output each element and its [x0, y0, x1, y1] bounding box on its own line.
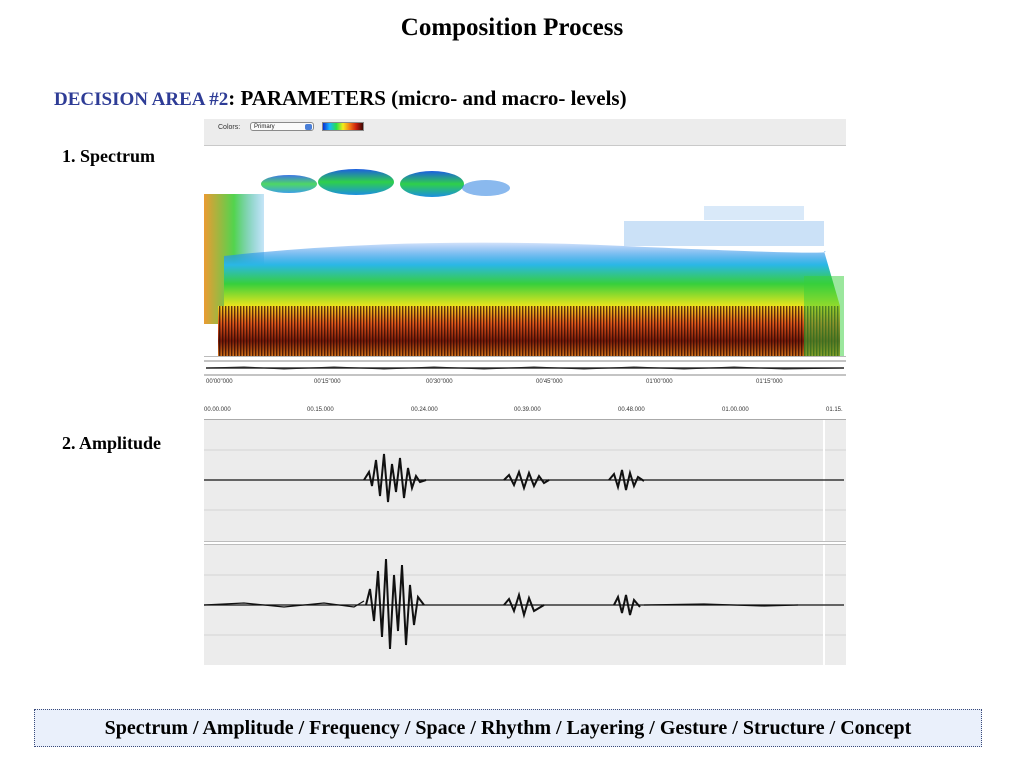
channel-divider — [204, 541, 846, 545]
spectrogram-image — [204, 146, 846, 356]
spectrogram-time-axis: 00'00"000 00'15"000 00'30"000 00'45"000 … — [204, 378, 846, 389]
ruler-tick: 00.15.000 — [307, 407, 334, 413]
amplitude-label: 2. Amplitude — [62, 433, 162, 453]
time-tick: 00'00"000 — [206, 379, 233, 385]
colors-select[interactable]: Primary — [250, 122, 314, 131]
ruler-tick: 00.00.000 — [204, 407, 231, 413]
ruler-tick: 01.15. — [826, 407, 843, 413]
decision-area-topic: : PARAMETERS (micro- and macro- levels) — [228, 86, 627, 110]
time-tick: 01'00"000 — [646, 379, 673, 385]
waveform-channel-1[interactable] — [204, 420, 846, 541]
time-tick: 00'15"000 — [314, 379, 341, 385]
color-gradient-swatch[interactable] — [322, 122, 364, 131]
overview-waveform[interactable] — [204, 356, 846, 379]
spectrum-label: 1. Spectrum — [62, 146, 155, 166]
ruler-tick: 00.39.000 — [514, 407, 541, 413]
ruler-tick: 00.24.000 — [411, 407, 438, 413]
spectrogram-panel: Colors: Primary — [204, 119, 846, 389]
decision-heading: DECISION AREA #2: PARAMETERS (micro- and… — [54, 86, 627, 111]
colors-select-value: Primary — [254, 124, 275, 130]
decision-area-label: DECISION AREA #2 — [54, 89, 229, 110]
time-tick: 01'15"000 — [756, 379, 783, 385]
parameters-list-box: Spectrum / Amplitude / Frequency / Space… — [34, 709, 982, 747]
ruler-tick: 00.48.000 — [618, 407, 645, 413]
waveform-channel-2[interactable] — [204, 545, 846, 665]
chevron-down-icon — [305, 124, 312, 130]
time-tick: 00'30"000 — [426, 379, 453, 385]
colors-label: Colors: — [218, 124, 241, 131]
spectrogram-toolbar: Colors: Primary — [204, 119, 846, 146]
time-tick: 00'45"000 — [536, 379, 563, 385]
slide-title: Composition Process — [400, 14, 624, 41]
amplitude-panel: 00.00.000 00.15.000 00.24.000 00.39.000 … — [204, 405, 846, 665]
amplitude-ruler: 00.00.000 00.15.000 00.24.000 00.39.000 … — [204, 405, 846, 420]
ruler-tick: 01.00.000 — [722, 407, 749, 413]
